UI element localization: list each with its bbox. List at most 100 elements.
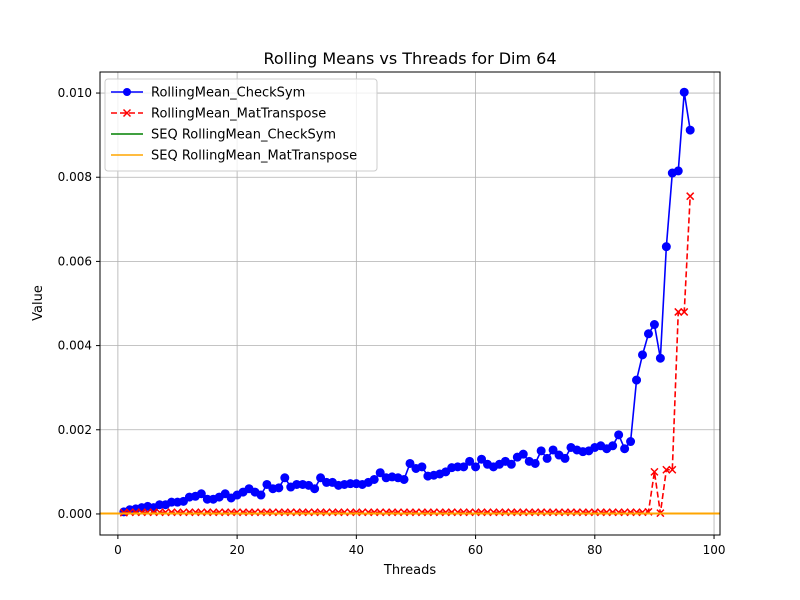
rollingmean-mattranspose-point — [179, 508, 188, 517]
rollingmean-mattranspose-point — [596, 508, 605, 517]
rollingmean-checksym-point — [620, 444, 630, 454]
rollingmean-checksym-point — [256, 490, 266, 500]
rollingmean-mattranspose-point — [501, 508, 510, 517]
rollingmean-mattranspose-point — [572, 508, 581, 517]
rollingmean-mattranspose-point — [262, 508, 271, 517]
rollingmean-mattranspose-point — [483, 508, 492, 517]
rollingmean-mattranspose-point — [245, 508, 254, 517]
rollingmean-mattranspose-point — [405, 508, 415, 517]
rollingmean-mattranspose-point — [626, 508, 635, 517]
x-tick-label: 80 — [587, 543, 602, 557]
rollingmean-mattranspose-point — [519, 508, 528, 517]
rollingmean-mattranspose-point — [334, 508, 343, 517]
rollingmean-checksym-point — [506, 459, 516, 469]
rollingmean-mattranspose-point — [149, 508, 158, 517]
rollingmean-checksym-point — [465, 456, 475, 466]
rollingmean-mattranspose-point — [185, 508, 194, 517]
rollingmean-mattranspose-point — [137, 508, 146, 517]
rollingmean-mattranspose-point — [143, 508, 152, 517]
rollingmean-mattranspose-point — [394, 508, 403, 517]
rollingmean-mattranspose-point — [602, 508, 611, 517]
rollingmean-mattranspose-point — [382, 508, 391, 517]
rollingmean-checksym-point — [262, 479, 272, 489]
y-tick-label: 0.002 — [58, 423, 92, 437]
x-tick-label: 20 — [229, 543, 244, 557]
rollingmean-checksym-point — [280, 473, 290, 483]
rollingmean-mattranspose-point — [352, 508, 361, 517]
rollingmean-checksym-point — [375, 468, 385, 478]
rollingmean-mattranspose-point — [543, 508, 552, 517]
rollingmean-mattranspose-point — [584, 508, 593, 517]
rollingmean-mattranspose-point — [447, 508, 456, 517]
rollingmean-mattranspose-point — [197, 508, 206, 517]
rollingmean-mattranspose-point — [388, 508, 397, 517]
rollingmean-checksym-point — [685, 125, 695, 135]
rollingmean-checksym-point — [638, 350, 647, 360]
x-axis-label: Threads — [383, 563, 436, 578]
rollingmean-mattranspose-point — [346, 508, 355, 517]
x-tick-label: 100 — [703, 543, 726, 557]
rollingmean-mattranspose-point — [340, 508, 349, 517]
rollingmean-checksym-point — [518, 449, 528, 459]
y-tick-label: 0.010 — [58, 86, 92, 100]
rollingmean-mattranspose-point — [471, 508, 480, 517]
rollingmean-mattranspose-point — [304, 508, 313, 517]
rollingmean-mattranspose-point — [614, 508, 623, 517]
plot-area — [100, 87, 720, 518]
rollingmean-mattranspose-point — [274, 508, 283, 517]
y-tick-label: 0.004 — [58, 339, 92, 353]
rollingmean-mattranspose-point — [435, 508, 444, 517]
rollingmean-checksym-point — [310, 484, 320, 494]
rollingmean-mattranspose-point — [286, 508, 295, 517]
rollingmean-mattranspose-point — [531, 508, 540, 517]
rollingmean-checksym-point — [274, 483, 284, 493]
rollingmean-mattranspose-point — [429, 508, 438, 517]
axes-frame — [99, 71, 721, 536]
rollingmean-mattranspose-point — [322, 508, 331, 517]
rollingmean-checksym-point — [471, 462, 481, 472]
rollingmean-mattranspose-point — [549, 508, 558, 517]
rollingmean-mattranspose-point — [310, 508, 319, 517]
rollingmean-mattranspose-point — [292, 508, 301, 517]
legend-label-seq-rollingmean-checksym: SEQ RollingMean_CheckSym — [151, 128, 336, 143]
legend-label-rollingmean-mattranspose: RollingMean_MatTranspose — [151, 107, 326, 122]
rollingmean-mattranspose-point — [370, 508, 379, 517]
rollingmean-mattranspose-point — [316, 508, 325, 517]
rollingmean-mattranspose-point — [662, 465, 671, 474]
rollingmean-mattranspose-point — [578, 508, 587, 517]
rollingmean-mattranspose-point — [358, 508, 367, 517]
rollingmean-checksym-point — [649, 320, 659, 330]
rollingmean-mattranspose-point — [686, 192, 695, 201]
rollingmean-mattranspose-point — [680, 307, 689, 316]
legend-marker-rollingmean-mattranspose — [122, 108, 132, 118]
rollingmean-mattranspose-point — [167, 508, 176, 517]
rollingmean-checksym-point — [626, 437, 636, 447]
rollingmean-checksym-point — [643, 329, 653, 339]
rollingmean-mattranspose-point — [668, 465, 677, 474]
rollingmean-mattranspose-point — [328, 508, 337, 517]
rollingmean-mattranspose-point — [233, 508, 242, 517]
rollingmean-checksym-point — [477, 454, 487, 464]
rollingmean-checksym-point — [459, 462, 469, 472]
series-group — [100, 87, 720, 518]
legend-marker-rollingmean-checksym — [123, 88, 131, 96]
x-tick-label: 40 — [349, 543, 364, 557]
rollingmean-mattranspose-point — [632, 508, 641, 517]
rollingmean-mattranspose-point — [250, 508, 260, 517]
rollingmean-checksym-point — [178, 496, 188, 506]
y-tick-label: 0.006 — [58, 254, 92, 268]
rollingmean-mattranspose-point — [489, 508, 498, 517]
rollingmean-mattranspose-point — [423, 508, 432, 517]
rollingmean-mattranspose-point — [364, 508, 373, 517]
rollingmean-checksym-point — [673, 166, 683, 176]
rollingmean-mattranspose-point — [417, 508, 426, 517]
rollingmean-mattranspose-point — [400, 508, 409, 517]
rollingmean-mattranspose-point — [513, 508, 522, 517]
rollingmean-mattranspose-point — [191, 508, 200, 517]
rollingmean-mattranspose-point — [155, 508, 164, 517]
rollingmean-mattranspose-point — [280, 508, 289, 517]
rollingmean-checksym-point — [679, 87, 689, 97]
rollingmean-checksym-point — [661, 242, 671, 252]
rollingmean-checksym-point — [548, 445, 558, 455]
